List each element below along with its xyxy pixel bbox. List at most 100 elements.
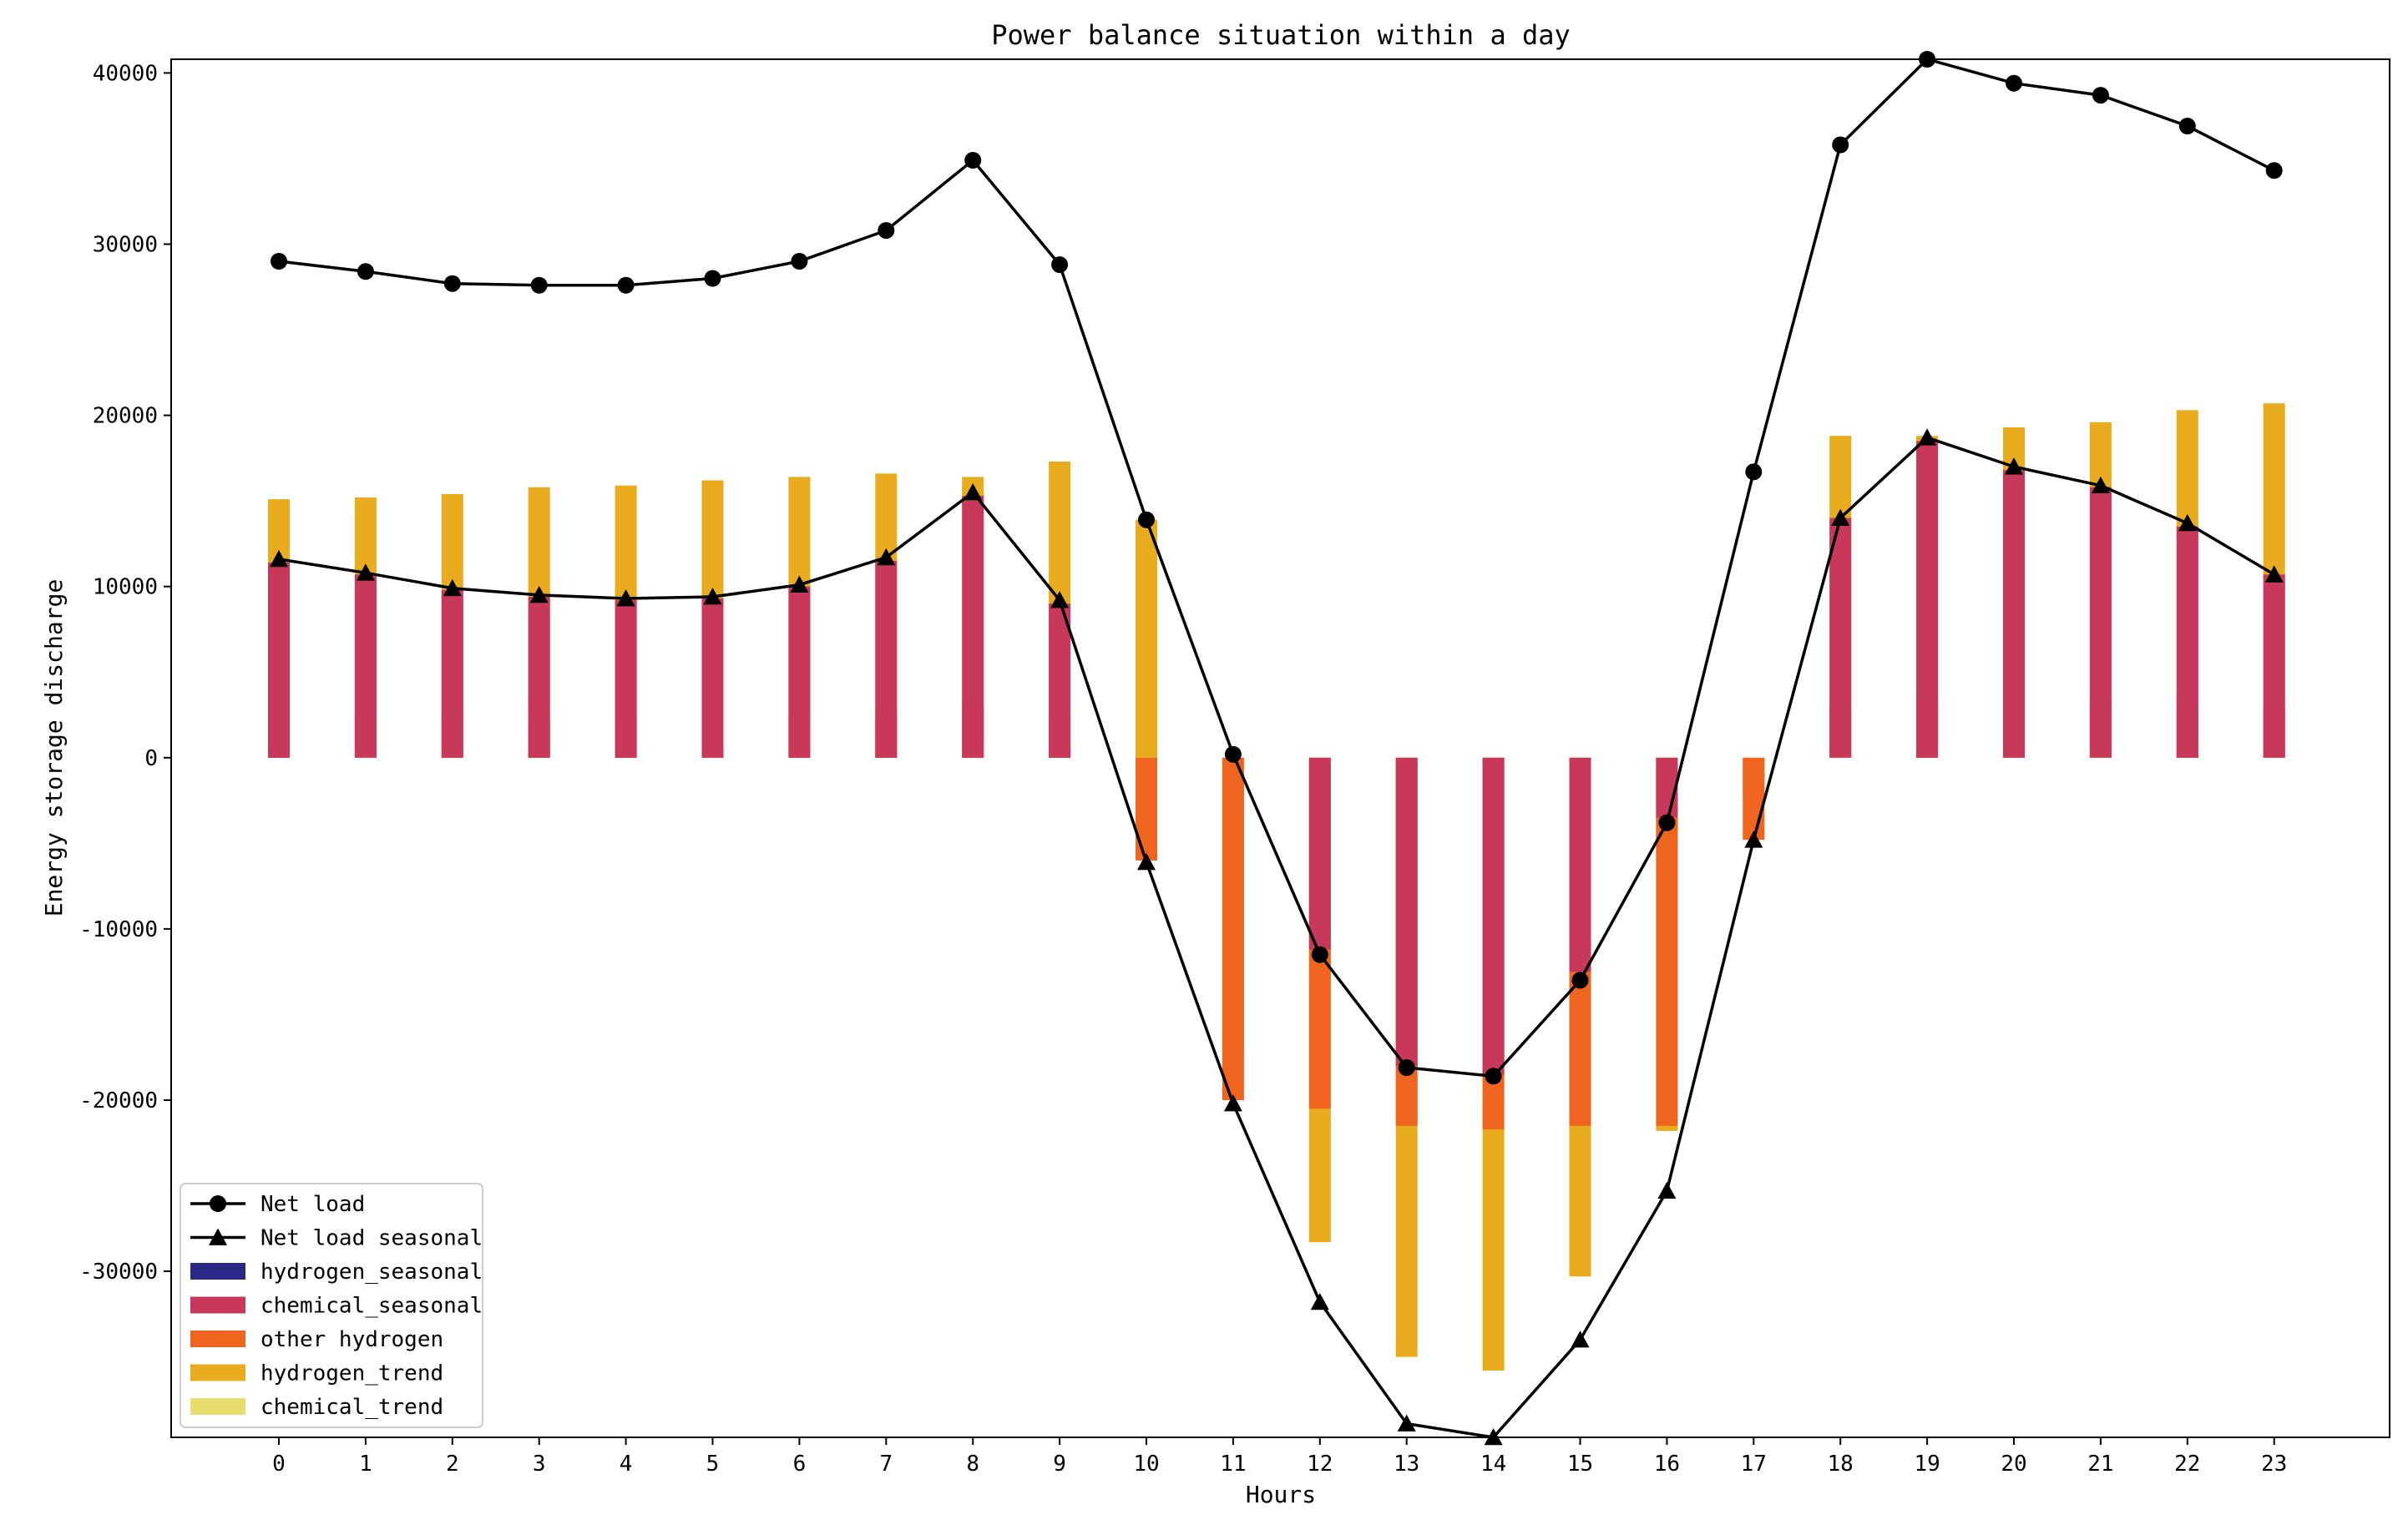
point-net-load-seasonal-3: [529, 585, 549, 603]
x-tick-label-14: 14: [1480, 1452, 1506, 1477]
bar-chemical-seasonal-1: [354, 574, 377, 758]
legend-swatch-other-hydrogen: [190, 1331, 245, 1347]
point-net-load-seasonal-10: [1137, 852, 1156, 871]
bar-other-hydrogen-17: [1743, 757, 1765, 841]
lines-layer: [270, 51, 2284, 1446]
point-net-load-12: [1311, 946, 1328, 963]
line-net-load: [278, 58, 2275, 1078]
x-tick-label-8: 8: [966, 1452, 979, 1477]
x-tick-label-16: 16: [1654, 1452, 1680, 1477]
plot-frame: [170, 58, 2390, 1438]
x-tick-label-21: 21: [2087, 1452, 2113, 1477]
bar-chemical-seasonal-4: [615, 600, 637, 758]
point-net-load-0: [271, 253, 287, 270]
y-tick-label-4: 0: [144, 746, 158, 771]
y-tick-label-0: 40000: [93, 61, 158, 86]
x-axis-label: Hours: [1246, 1481, 1316, 1508]
y-tick-label-6: -20000: [79, 1088, 158, 1113]
bar-chemical-seasonal-9: [1049, 603, 1071, 758]
y-tick-label-2: 20000: [93, 404, 158, 429]
legend-label-chemical-trend: chemical_trend: [261, 1395, 443, 1420]
point-net-load-seasonal-22: [2178, 513, 2197, 532]
x-tick-label-12: 12: [1307, 1452, 1333, 1477]
x-tick-label-2: 2: [446, 1452, 459, 1477]
point-net-load-seasonal-2: [443, 578, 462, 597]
point-net-load-seasonal-4: [616, 589, 635, 607]
legend-label-other-hydrogen: other hydrogen: [261, 1327, 443, 1352]
point-net-load-20: [2006, 74, 2022, 92]
y-axis: 40000 30000 20000 10000 0 -10000 -20000 -30000: [79, 61, 171, 1285]
point-net-load-6: [791, 253, 808, 270]
bar-chemical-seasonal-21: [2089, 487, 2112, 758]
point-net-load-5: [704, 270, 721, 287]
bar-chemical-seasonal-6: [788, 586, 811, 758]
bar-chemical-seasonal-8: [962, 496, 984, 758]
legend-swatch-chemical-seasonal: [190, 1296, 245, 1314]
legend-label-hydrogen-seasonal: hydrogen_seasonal: [261, 1260, 483, 1285]
legend-marker-net-load-seasonal: [209, 1228, 227, 1245]
y-axis-label: Energy storage discharge: [40, 579, 68, 917]
x-tick-label-13: 13: [1394, 1452, 1419, 1477]
y-tick-label-3: 10000: [93, 575, 158, 600]
legend-label-net-load: Net load: [261, 1192, 365, 1217]
bar-chemical-seasonal-15: [1569, 757, 1591, 972]
point-net-load-22: [2178, 118, 2196, 134]
x-axis: 0 1 2 3 4 5 6 7 8 9 10 11 12 13 14 15 16 17 18 19 20 21 22 23: [272, 1437, 2287, 1477]
x-tick-label-0: 0: [272, 1452, 286, 1477]
point-net-load-1: [357, 263, 374, 280]
y-tick-label-7: -30000: [79, 1260, 158, 1285]
legend-swatch-hydrogen-seasonal: [190, 1263, 245, 1280]
point-net-load-seasonal-1: [356, 563, 375, 581]
bar-chemical-seasonal-2: [441, 589, 463, 758]
point-net-load-14: [1485, 1068, 1502, 1085]
point-net-load-seasonal-5: [703, 588, 722, 605]
chart-title: Power balance situation within a day: [991, 19, 1571, 51]
point-net-load-seasonal-15: [1571, 1331, 1590, 1348]
point-net-load-8: [964, 152, 982, 169]
line-net-load-seasonal: [278, 436, 2275, 1439]
point-net-load-seasonal-20: [2005, 457, 2023, 475]
point-net-load-seasonal-21: [2091, 476, 2110, 493]
x-tick-label-11: 11: [1220, 1452, 1246, 1477]
bar-chemical-seasonal-12: [1308, 757, 1331, 950]
bar-chemical-seasonal-13: [1395, 757, 1418, 1066]
legend-frame: [180, 1183, 483, 1428]
x-tick-label-18: 18: [1828, 1452, 1854, 1477]
point-net-load-seasonal-23: [2264, 565, 2284, 583]
x-tick-label-23: 23: [2261, 1452, 2287, 1477]
bar-chemical-seasonal-22: [2176, 526, 2198, 758]
point-net-load-7: [878, 222, 895, 240]
x-tick-label-15: 15: [1567, 1452, 1593, 1477]
x-tick-label-6: 6: [793, 1452, 807, 1477]
bar-chemical-seasonal-19: [1916, 441, 1939, 758]
y-tick-label-5: -10000: [79, 917, 158, 942]
x-tick-label-4: 4: [620, 1452, 633, 1477]
x-tick-label-7: 7: [879, 1452, 893, 1477]
point-net-load-10: [1138, 511, 1155, 528]
x-tick-label-22: 22: [2174, 1452, 2200, 1477]
point-net-load-17: [1745, 463, 1763, 481]
legend-label-net-load-seasonal: Net load seasonal: [261, 1226, 483, 1251]
x-tick-label-5: 5: [706, 1452, 720, 1477]
point-net-load-seasonal-16: [1657, 1181, 1677, 1199]
legend-marker-net-load: [210, 1195, 226, 1212]
point-net-load-2: [443, 275, 461, 292]
point-net-load-18: [1832, 136, 1849, 154]
bar-chemical-seasonal-23: [2263, 574, 2285, 758]
point-net-load-seasonal-6: [790, 575, 809, 593]
point-net-load-seasonal-19: [1918, 428, 1937, 446]
point-net-load-13: [1398, 1059, 1415, 1076]
bar-other-hydrogen-11: [1222, 757, 1244, 1100]
x-tick-label-10: 10: [1133, 1452, 1159, 1477]
legend-swatch-hydrogen-trend: [190, 1364, 245, 1381]
bar-chemical-seasonal-7: [875, 560, 898, 758]
point-net-load-3: [530, 276, 548, 294]
x-tick-label-1: 1: [359, 1452, 372, 1477]
bar-chemical-seasonal-18: [1829, 518, 1852, 758]
legend: Net load Net load seasonal hydrogen_season…: [180, 1183, 483, 1428]
bars-layer: [268, 403, 2285, 1371]
point-net-load-9: [1051, 256, 1069, 274]
point-net-load-seasonal-8: [964, 482, 983, 501]
bar-chemical-seasonal-14: [1482, 757, 1505, 1075]
